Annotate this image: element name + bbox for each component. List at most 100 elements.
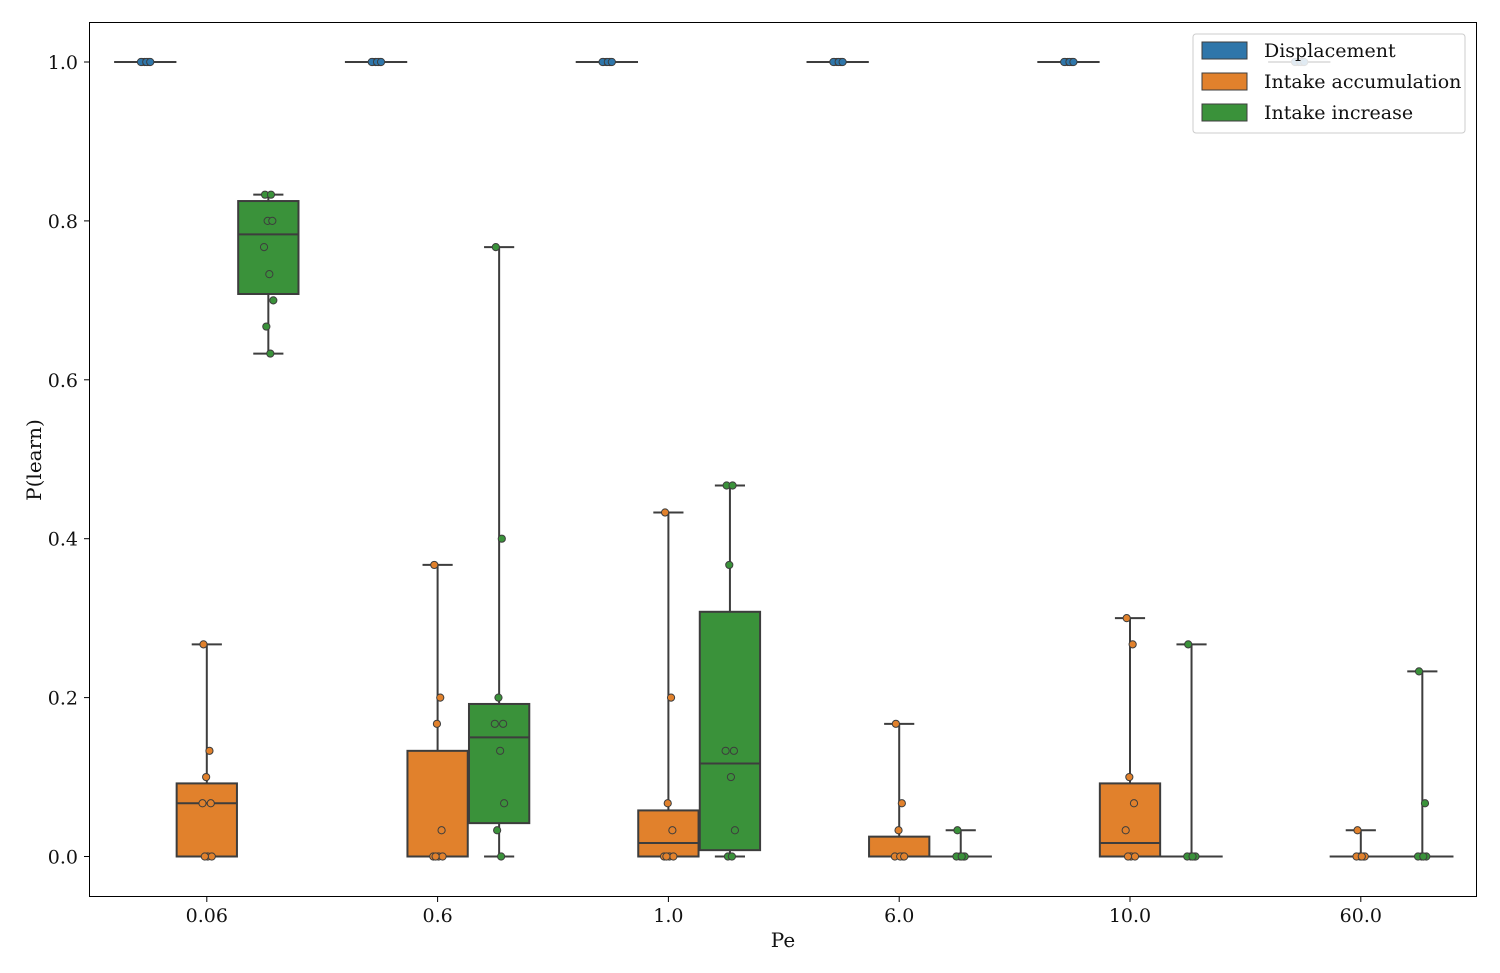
legend-swatch — [1201, 103, 1248, 122]
data-point — [1188, 852, 1197, 861]
box-group-displacement-6.0 — [806, 57, 869, 67]
data-point — [894, 826, 903, 835]
data-point — [663, 799, 672, 808]
data-point — [897, 799, 906, 808]
data-point — [1123, 852, 1133, 861]
data-point — [727, 852, 737, 861]
box-group-intake-increase-0.06 — [237, 190, 300, 358]
data-point — [432, 719, 442, 728]
legend-frame — [1192, 33, 1466, 134]
data-point — [1357, 852, 1366, 861]
box-group-displacement-0.06 — [114, 57, 177, 67]
data-point — [666, 693, 676, 702]
x-axis-label: Pe — [771, 928, 795, 952]
data-point — [146, 57, 155, 67]
data-point — [430, 560, 439, 570]
data-point — [607, 57, 616, 67]
legend-label: Intake accumulation — [1264, 71, 1461, 93]
y-tick-label: 0.6 — [48, 370, 78, 392]
data-point — [496, 746, 505, 755]
data-point — [838, 57, 847, 67]
x-tick-label: 60.0 — [1340, 905, 1382, 927]
data-point — [900, 852, 909, 861]
y-axis-label: P(learn) — [22, 419, 46, 501]
box-group-displacement-0.6 — [344, 57, 408, 67]
box-group-intake-accumulation-0.6 — [406, 560, 469, 861]
data-point — [265, 270, 274, 279]
data-point — [376, 57, 386, 67]
data-point — [202, 772, 211, 782]
data-point — [1125, 772, 1134, 782]
data-point — [438, 852, 447, 861]
data-point — [726, 772, 736, 782]
data-point — [669, 852, 678, 861]
data-point — [259, 243, 269, 252]
data-point — [1129, 799, 1139, 808]
y-tick-label: 0.0 — [48, 847, 78, 869]
x-tick-label: 10.0 — [1109, 905, 1151, 927]
box-iqr — [698, 610, 762, 852]
data-point — [729, 746, 739, 755]
data-point — [1419, 852, 1428, 861]
x-tick-label: 0.06 — [186, 905, 228, 927]
box-group-intake-increase-6.0 — [929, 826, 992, 861]
data-point — [728, 481, 737, 490]
data-point — [668, 826, 677, 835]
axes-frame — [89, 22, 1477, 897]
box-group-intake-increase-10.0 — [1160, 640, 1223, 861]
y-tick-label: 0.2 — [48, 688, 78, 710]
data-point — [662, 852, 671, 861]
data-point — [200, 852, 209, 861]
data-point — [494, 693, 503, 702]
y-tick-label: 0.8 — [48, 211, 78, 233]
data-point — [500, 799, 509, 808]
data-point — [268, 216, 277, 225]
y-tick-label: 0.4 — [48, 529, 78, 551]
x-tick-label: 1.0 — [653, 905, 683, 927]
data-point — [730, 826, 740, 835]
data-point — [891, 719, 900, 728]
box-group-intake-accumulation-10.0 — [1098, 614, 1162, 861]
data-point — [1069, 57, 1078, 67]
legend: Displacement Intake accumulation Intake in… — [1192, 33, 1466, 134]
data-point — [725, 560, 734, 570]
data-point — [436, 693, 445, 702]
box-group-intake-increase-0.6 — [467, 243, 531, 861]
data-point — [1128, 640, 1137, 649]
data-point — [953, 826, 962, 835]
data-point — [1122, 614, 1131, 623]
data-point — [1353, 826, 1362, 835]
data-point — [957, 852, 966, 861]
legend-label: Displacement — [1264, 40, 1396, 62]
data-point — [499, 719, 508, 728]
data-point — [721, 746, 730, 755]
box-iqr — [637, 809, 700, 858]
data-point — [497, 852, 506, 861]
box-iqr — [175, 782, 238, 858]
legend-swatch — [1201, 72, 1248, 91]
legend-label: Intake increase — [1264, 102, 1413, 124]
box-group-displacement-10.0 — [1037, 57, 1100, 67]
data-point — [431, 852, 440, 861]
data-point — [1420, 799, 1430, 808]
data-point — [1121, 826, 1130, 835]
box-iqr — [406, 749, 469, 858]
box-iqr — [1098, 782, 1162, 858]
axes: 0.0 0.2 0.4 0.6 0.8 1.0 0.06 0.6 1.0 6.0 10.0 60.0 — [48, 52, 1382, 927]
data-point — [206, 799, 215, 808]
data-point — [437, 826, 446, 835]
box-group-intake-accumulation-60.0 — [1329, 826, 1392, 861]
data-point — [199, 640, 208, 649]
x-tick-label: 0.6 — [422, 905, 452, 927]
data-point — [493, 826, 502, 835]
box-group-intake-accumulation-6.0 — [868, 719, 931, 861]
box-group-intake-increase-60.0 — [1391, 667, 1454, 861]
data-point — [660, 508, 670, 517]
data-point — [1130, 852, 1140, 861]
data-point — [497, 534, 506, 543]
data-point — [198, 799, 207, 808]
box-group-intake-increase-1.0 — [698, 481, 762, 861]
data-point — [1414, 667, 1424, 676]
